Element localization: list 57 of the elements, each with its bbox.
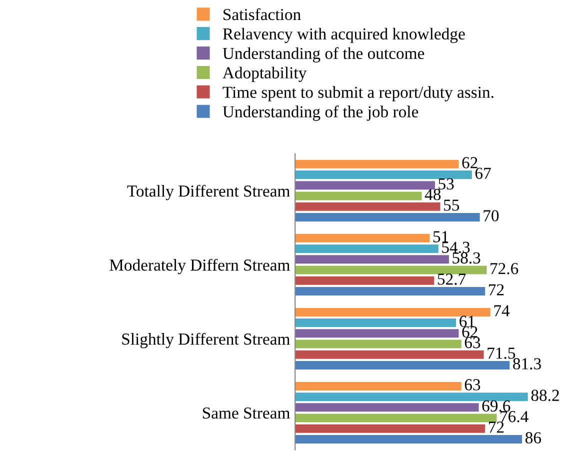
data-label: 67 [475, 168, 491, 179]
bar [295, 403, 479, 412]
y-tick-label: Same Stream [202, 407, 290, 419]
data-label: 72 [488, 284, 504, 296]
legend-label: Satisfaction [224, 8, 301, 20]
bar [295, 308, 490, 316]
legend-label: Time spent to submit a report/duty assin. [222, 86, 494, 102]
data-label: 61 [460, 316, 475, 327]
data-label: 55 [444, 200, 460, 211]
data-label: 48 [424, 188, 441, 200]
legend-label: Understanding of the outcome [222, 47, 424, 62]
data-label: 81.3 [513, 358, 541, 370]
bar [295, 160, 459, 168]
bar [295, 435, 522, 444]
y-tick-label: Slightly Different Stream [122, 332, 290, 348]
bar [295, 192, 422, 200]
bar [295, 276, 434, 285]
legend-label: Adoptability [222, 66, 307, 82]
bar [295, 266, 487, 274]
y-tick-label: Totally Different Stream [127, 184, 290, 200]
data-label: 53 [438, 178, 454, 190]
bar [295, 382, 462, 390]
bar [295, 360, 510, 370]
bar [295, 286, 486, 296]
data-label: 70 [484, 210, 499, 222]
bar [295, 170, 472, 180]
bar [295, 392, 528, 402]
bar [295, 424, 486, 433]
data-label: 54.3 [442, 242, 470, 254]
legend-label: Relavency with acquired knowledge [222, 28, 465, 43]
data-label: 62 [462, 157, 478, 168]
data-label: 62 [462, 326, 478, 338]
bar [295, 340, 462, 348]
bar [295, 350, 484, 359]
data-label: 72 [488, 422, 504, 433]
bar [295, 329, 459, 338]
data-label: 74 [494, 305, 510, 316]
data-label: 76.4 [500, 411, 528, 422]
data-label: 63 [464, 336, 480, 348]
bar [295, 202, 440, 211]
bar [295, 244, 438, 254]
bar [295, 234, 430, 242]
data-label: 69.6 [482, 400, 510, 412]
data-label: 52.7 [438, 274, 466, 285]
bar [295, 181, 435, 190]
y-tick-label: Moderately Differn Stream [110, 258, 290, 274]
legend-label: Understanding of the job role [222, 106, 418, 121]
data-label: 72.6 [490, 262, 518, 274]
data-label: 58.3 [452, 252, 480, 264]
data-label: 88.2 [531, 390, 559, 402]
data-label: 86 [525, 432, 542, 444]
bar [295, 255, 449, 264]
bar [295, 318, 456, 328]
bar [295, 212, 480, 222]
data-label: 71.5 [488, 348, 516, 359]
data-label: 63 [464, 379, 480, 390]
bar [295, 414, 497, 422]
